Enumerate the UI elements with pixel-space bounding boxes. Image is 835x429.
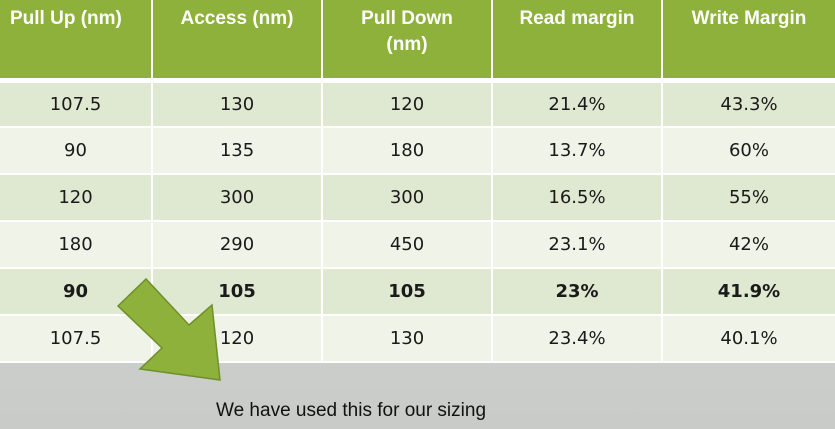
cell-pull-down: 180: [322, 127, 493, 175]
header-label-line2: (nm): [386, 34, 428, 55]
table-row: 107.5 120 130 23.4% 40.1%: [0, 315, 835, 363]
cell-pull-up: 107.5: [0, 315, 153, 363]
table-row: 180 290 450 23.1% 42%: [0, 221, 835, 269]
header-pull-down: Pull Down (nm): [322, 0, 493, 83]
cell-read-margin: 23.4%: [492, 315, 663, 363]
sizing-caption: We have used this for our sizing: [216, 400, 487, 421]
cell-read-margin: 21.4%: [492, 80, 663, 128]
table-header-row: Pull Up (nm) Access (nm) Pull Down (nm) R…: [0, 0, 835, 83]
header-read-margin: Read margin: [492, 0, 663, 83]
cell-write-margin: 41.9%: [662, 268, 835, 316]
cell-write-margin: 42%: [662, 221, 835, 269]
cell-read-margin: 13.7%: [492, 127, 663, 175]
cell-pull-down: 120: [322, 80, 493, 128]
sizing-table: Pull Up (nm) Access (nm) Pull Down (nm) R…: [0, 0, 835, 363]
cell-read-margin: 23.1%: [492, 221, 663, 269]
cell-write-margin: 43.3%: [662, 80, 835, 128]
header-label: Access (nm): [180, 8, 294, 29]
cell-pull-up: 90: [0, 127, 153, 175]
header-label: Write Margin: [691, 8, 807, 29]
cell-access: 105: [152, 268, 323, 316]
cell-pull-down: 450: [322, 221, 493, 269]
cell-pull-up: 107.5: [0, 80, 153, 128]
cell-pull-up: 180: [0, 221, 153, 269]
cell-access: 135: [152, 127, 323, 175]
cell-access: 300: [152, 174, 323, 222]
header-label: Read margin: [519, 8, 635, 29]
cell-pull-down: 130: [322, 315, 493, 363]
table-row: 107.5 130 120 21.4% 43.3%: [0, 80, 835, 128]
cell-write-margin: 40.1%: [662, 315, 835, 363]
cell-write-margin: 55%: [662, 174, 835, 222]
header-label: Pull Up (nm): [10, 8, 122, 29]
header-write-margin: Write Margin: [662, 0, 835, 83]
cell-write-margin: 60%: [662, 127, 835, 175]
sizing-table-container: Pull Up (nm) Access (nm) Pull Down (nm) R…: [0, 0, 835, 363]
cell-read-margin: 23%: [492, 268, 663, 316]
cell-pull-up: 120: [0, 174, 153, 222]
header-access: Access (nm): [152, 0, 323, 83]
down-right-arrow-icon: [116, 277, 221, 381]
header-pull-up: Pull Up (nm): [0, 0, 153, 83]
cell-access: 290: [152, 221, 323, 269]
table-row: 90 135 180 13.7% 60%: [0, 127, 835, 175]
table-row: 120 300 300 16.5% 55%: [0, 174, 835, 222]
cell-pull-down: 300: [322, 174, 493, 222]
cell-access: 130: [152, 80, 323, 128]
cell-read-margin: 16.5%: [492, 174, 663, 222]
cell-pull-down: 105: [322, 268, 493, 316]
header-label: Pull Down: [361, 8, 453, 29]
